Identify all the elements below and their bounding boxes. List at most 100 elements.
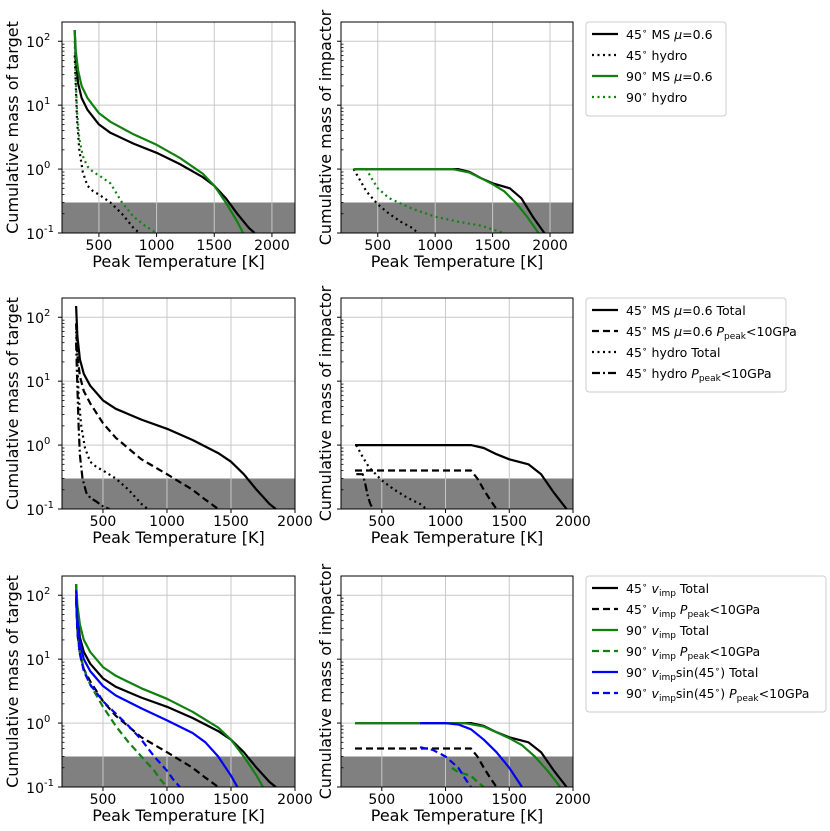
x-tick-label: 2000 [277,792,313,808]
series-line-6 [419,746,472,787]
panel-row3-impactor: 500 1000 1500 2000 Peak Temperature [K] Cumul… [316,563,591,825]
legend-label: 45∘ hydro Total [626,345,720,360]
series-line-4 [356,473,374,509]
y-tick-exponent: -1 [44,500,54,511]
legend-box [585,297,787,393]
x-tick-label: 2000 [277,514,313,530]
x-tick-label: 500 [368,514,395,530]
legend-label: 45∘ hydro [626,48,687,63]
series-line-4 [354,168,505,233]
y-tick-label: 10 [26,227,44,243]
series-line-3 [353,168,540,233]
series-line-1 [73,29,256,233]
series-line-3 [73,29,245,233]
series-line-2 [352,168,419,233]
y-tick-label: 10 [26,589,44,605]
y-axis-label: Cumulative mass of impactor [316,285,335,521]
legend-label: 90∘ vimpsin(45∘) Ppeak<10GPa [626,686,809,704]
axes-frame [61,21,296,234]
y-tick-label: 10 [26,163,44,179]
series-line-2 [75,323,219,509]
legend-label: 90∘ MS μ=0.6 [626,69,713,84]
y-tick-exponent: 0 [44,714,50,725]
series-line-5 [420,721,523,787]
y-tick-exponent: -1 [44,778,54,789]
x-tick-label: 1500 [213,514,249,530]
y-axis-label: Cumulative mass of target [3,575,22,788]
series-line-2 [355,747,498,787]
legend-row-2: 45∘ MS μ=0.6 Total 45∘ MS μ=0.6 Ppeak<10G… [585,297,797,393]
x-tick-label: 500 [86,238,113,254]
axes-frame [61,297,296,510]
panel-row2-impactor: 500 1000 1500 2000 Peak Temperature [K] Cumul… [316,285,591,547]
axes-frame [61,575,296,788]
x-tick-label: 1000 [139,238,175,254]
y-tick-label: 10 [26,717,44,733]
series-line-1 [75,583,277,787]
series-line-3 [75,331,149,509]
y-axis-label: Cumulative mass of impactor [316,9,335,245]
legend-label: 90∘ hydro [626,90,687,105]
y-tick-label: 10 [26,99,44,115]
x-tick-label: 500 [90,514,117,530]
y-tick-exponent: 2 [44,32,50,43]
y-tick-label: 10 [26,653,44,669]
x-tick-label: 1000 [428,514,464,530]
axes-frame [340,575,574,788]
legend-label: 45∘ vimp Total [626,581,709,599]
series-line-3 [355,721,562,787]
series-line-6 [75,598,181,787]
x-axis-label: Peak Temperature [K] [371,806,544,825]
shaded-region [341,478,573,509]
y-tick-label: 10 [26,35,44,51]
y-tick-label: 10 [26,781,44,797]
y-tick-exponent: -1 [44,224,54,235]
y-tick-label: 10 [26,311,44,327]
x-tick-label: 1000 [149,792,185,808]
legend-label: 45∘ MS μ=0.6 [626,27,713,42]
x-tick-label: 1500 [475,238,511,254]
shaded-region [62,478,295,509]
x-tick-label: 500 [364,238,391,254]
legend-label: 90∘ vimpsin(45∘) Total [626,665,758,683]
x-tick-label: 1500 [491,792,527,808]
legend-box [585,575,827,713]
x-tick-label: 1500 [491,514,527,530]
legend-label: 45∘ MS μ=0.6 Total [626,303,746,318]
x-axis-label: Peak Temperature [K] [371,528,544,547]
y-tick-exponent: 1 [44,650,50,661]
series-group [73,29,256,233]
x-tick-label: 2000 [555,514,591,530]
series-group [75,305,277,509]
y-axis-label: Cumulative mass of impactor [316,563,335,799]
y-tick-label: 10 [26,375,44,391]
x-axis-label: Peak Temperature [K] [92,252,265,271]
y-tick-exponent: 0 [44,436,50,447]
series-group [355,721,568,787]
x-tick-label: 1500 [213,792,249,808]
x-axis-label: Peak Temperature [K] [371,252,544,271]
y-tick-exponent: 1 [44,372,50,383]
y-axis-label: Cumulative mass of target [3,21,22,234]
series-line-3 [75,583,264,787]
legend-label: 90∘ vimp Total [626,623,709,641]
legend-label: 45∘ MS μ=0.6 Ppeak<10GPa [626,324,797,342]
y-tick-exponent: 0 [44,160,50,171]
x-tick-label: 1000 [149,514,185,530]
y-tick-label: 10 [26,439,44,455]
shaded-region [62,756,295,787]
x-tick-label: 2000 [532,238,568,254]
y-tick-exponent: 1 [44,96,50,107]
x-tick-label: 500 [368,792,395,808]
legend-label: 90∘ vimp Ppeak<10GPa [626,644,760,662]
series-line-4 [75,595,168,787]
axes-frame [340,297,574,510]
x-tick-label: 1000 [417,238,453,254]
series-group [75,583,277,787]
y-tick-exponent: 2 [44,308,50,319]
y-tick-label: 10 [26,503,44,519]
